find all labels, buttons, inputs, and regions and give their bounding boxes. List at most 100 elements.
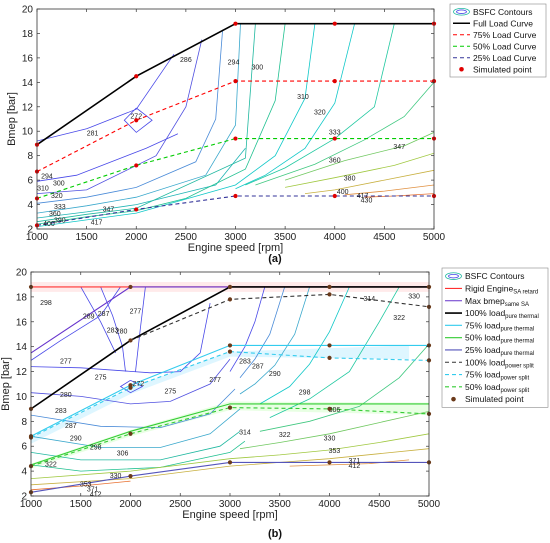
- y-tick-label: 10: [22, 127, 34, 138]
- simulated-point: [233, 136, 238, 141]
- legend-label-main: BSFC Contours: [465, 271, 525, 281]
- x-tick-label: 2000: [119, 499, 142, 510]
- contour-label: 275: [95, 375, 107, 382]
- contour-label: 272: [130, 113, 142, 120]
- legend-label-main: Simulated point: [473, 64, 532, 74]
- legend-label-main: 25% load: [465, 345, 501, 355]
- bsfc-contour-11: [229, 286, 266, 372]
- simulated-point: [227, 460, 233, 465]
- legend-label: Max bmepsame SA: [465, 296, 529, 308]
- contour-label: 272: [133, 381, 145, 388]
- x-tick-label: 4000: [318, 499, 341, 510]
- legend-label: 75% Load Curve: [473, 30, 537, 40]
- simulated-point: [227, 284, 233, 290]
- y-tick-label: 16: [22, 53, 34, 64]
- contour-label: 310: [297, 94, 309, 101]
- simulated-point: [233, 21, 238, 26]
- simulated-point: [332, 193, 337, 199]
- legend-label: Rigid EngineSA retard: [465, 283, 538, 295]
- y-tick-label: 18: [16, 292, 28, 303]
- y-tick-label: 8: [21, 417, 27, 428]
- bsfc-contour-12: [255, 82, 434, 186]
- y-tick-label: 20: [22, 5, 34, 16]
- y-tick-label: 18: [22, 29, 34, 40]
- legend-label: BSFC Contours: [465, 271, 525, 281]
- contour-label: 298: [299, 390, 311, 397]
- x-tick-label: 2500: [169, 499, 192, 510]
- simulated-point: [233, 79, 238, 84]
- contour-label: 333: [54, 204, 66, 211]
- contour-label: 306: [117, 451, 129, 458]
- simulated-point: [327, 284, 332, 290]
- bsfc-contour-1: [31, 286, 121, 361]
- bsfc-contour-17: [239, 411, 429, 450]
- contour-label: 281: [87, 131, 99, 138]
- contour-label: 333: [329, 129, 341, 136]
- contour-label: 275: [164, 388, 176, 395]
- contour-label: 287: [65, 423, 77, 430]
- legend-label-subscript: power split: [500, 388, 529, 394]
- x-tick-label: 4500: [373, 232, 396, 243]
- simulated-point: [128, 431, 133, 436]
- contour-label: 280: [116, 329, 128, 336]
- contour-label: 306: [329, 407, 341, 414]
- simulated-point: [327, 460, 332, 465]
- legend-contour-symbol: [453, 7, 470, 16]
- simulated-point: [332, 79, 337, 84]
- bsfc-contour-8: [31, 408, 241, 448]
- contour-label: 283: [55, 408, 67, 415]
- legend-label-main: Full Load Curve: [473, 18, 533, 28]
- contour-label: 290: [70, 436, 82, 443]
- contour-label: 289: [83, 314, 95, 321]
- simulated-point: [134, 74, 139, 79]
- legend-label-main: 100% load: [465, 308, 505, 318]
- simulated-point: [134, 207, 139, 212]
- simulated-point: [128, 473, 133, 479]
- contour-label: 277: [130, 309, 142, 316]
- legend-box: [441, 267, 549, 408]
- x-tick-label: 3500: [269, 499, 292, 510]
- simulated-point: [233, 193, 238, 199]
- panel-caption: (b): [268, 528, 282, 540]
- bsfc-contour-1: [37, 53, 175, 142]
- contour-label: 417: [357, 193, 369, 200]
- series-line-4: [30, 403, 429, 466]
- y-tick-label: 8: [27, 151, 33, 162]
- simulated-point: [134, 163, 139, 168]
- bsfc-contour-14: [285, 152, 434, 188]
- y-tick-label: 6: [27, 176, 33, 187]
- contour-label: 314: [363, 296, 375, 303]
- x-tick-label: 3000: [224, 232, 247, 243]
- y-tick-label: 14: [16, 342, 28, 353]
- contour-label: 314: [239, 429, 251, 436]
- contour-label: 417: [91, 220, 103, 227]
- load-region-75: [31, 345, 410, 444]
- bsfc-contour-15: [269, 286, 400, 418]
- bsfc-contour-4: [37, 29, 223, 204]
- simulated-point: [227, 405, 233, 410]
- legend-contour-symbol-inner: [448, 273, 459, 279]
- y-tick-label: 20: [16, 268, 28, 279]
- bsfc-contour-8: [37, 23, 286, 225]
- simulated-point: [332, 136, 337, 141]
- contour-label: 280: [60, 392, 72, 399]
- bsfc-contour-7: [31, 388, 236, 429]
- x-tick-label: 1500: [70, 499, 93, 510]
- legend-label-main: 75% load: [465, 370, 501, 380]
- contour-label: 347: [103, 206, 115, 213]
- legend-label: 25% Load Curve: [473, 53, 537, 63]
- y-tick-label: 4: [21, 467, 27, 478]
- contours: [37, 23, 434, 227]
- contour-label: 371: [349, 458, 361, 465]
- contour-label: 283: [239, 358, 251, 365]
- bsfc-contour-9: [37, 23, 316, 227]
- legend-label: 100% loadpure thermal: [465, 308, 539, 320]
- simulated-point: [134, 118, 139, 123]
- legend-label-subscript: power split: [500, 376, 529, 382]
- legend-label-main: 75% load: [465, 320, 501, 330]
- simulated-point: [128, 284, 133, 290]
- x-tick-label: 2000: [125, 232, 148, 243]
- legend-label-main: Max bmep: [465, 296, 505, 306]
